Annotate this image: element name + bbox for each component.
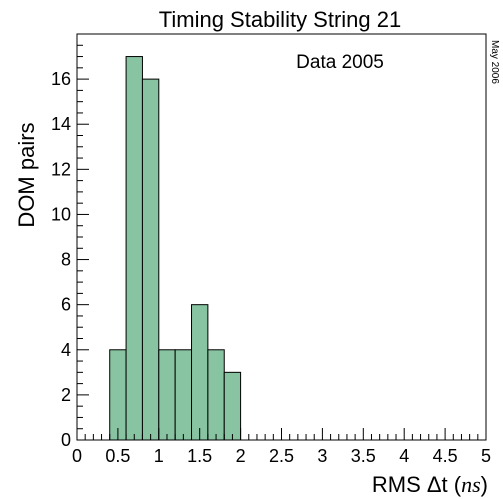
- histogram-bar: [191, 304, 209, 441]
- histogram-bar: [125, 56, 143, 441]
- y-tick-label: 6: [61, 295, 71, 315]
- x-tick-label: 2.5: [269, 446, 294, 466]
- x-tick-label: 3.5: [351, 446, 376, 466]
- date-stamp: May 2006: [489, 40, 500, 84]
- x-tick-label: 1.5: [187, 446, 212, 466]
- x-tick-label: 2: [236, 446, 246, 466]
- x-axis-title-main: RMS Δt (: [372, 472, 462, 497]
- x-tick-label: 4: [399, 446, 409, 466]
- tick-labels: 0 0.5 1 1.5 2 2.5 3 3.5 4 4.5 5 0 2 4 6 8 10 12 14 16: [51, 69, 491, 466]
- y-tick-label: 8: [61, 250, 71, 270]
- plot-frame: [76, 33, 487, 441]
- y-axis-title: DOM pairs: [14, 122, 39, 227]
- y-tick-label: 12: [51, 159, 71, 179]
- x-tick-label: 4.5: [433, 446, 458, 466]
- histogram-bar: [207, 349, 225, 441]
- x-axis-title-unit: ns: [461, 472, 481, 497]
- x-axis-title-close: ): [481, 472, 488, 497]
- x-axis-title: RMS Δt (ns): [372, 472, 488, 497]
- x-tick-label: 0: [72, 446, 82, 466]
- axis-ticks: [76, 33, 487, 441]
- data-annotation: Data 2005: [296, 52, 384, 73]
- histogram-bars: [109, 56, 242, 441]
- histogram-bar: [109, 349, 127, 441]
- y-tick-label: 10: [51, 204, 71, 224]
- histogram-bar: [174, 349, 193, 441]
- x-tick-label: 1: [154, 446, 164, 466]
- y-tick-label: 0: [61, 430, 71, 450]
- histogram-bar: [158, 349, 176, 441]
- histogram-bar: [141, 78, 160, 441]
- y-tick-label: 2: [61, 385, 71, 405]
- x-tick-label: 0.5: [105, 446, 130, 466]
- y-tick-label: 14: [51, 114, 71, 134]
- y-tick-label: 4: [61, 340, 71, 360]
- chart-title: Timing Stability String 21: [159, 7, 402, 32]
- histogram-bar: [223, 371, 242, 441]
- y-tick-label: 16: [51, 69, 71, 89]
- x-tick-label: 5: [481, 446, 491, 466]
- x-tick-label: 3: [317, 446, 327, 466]
